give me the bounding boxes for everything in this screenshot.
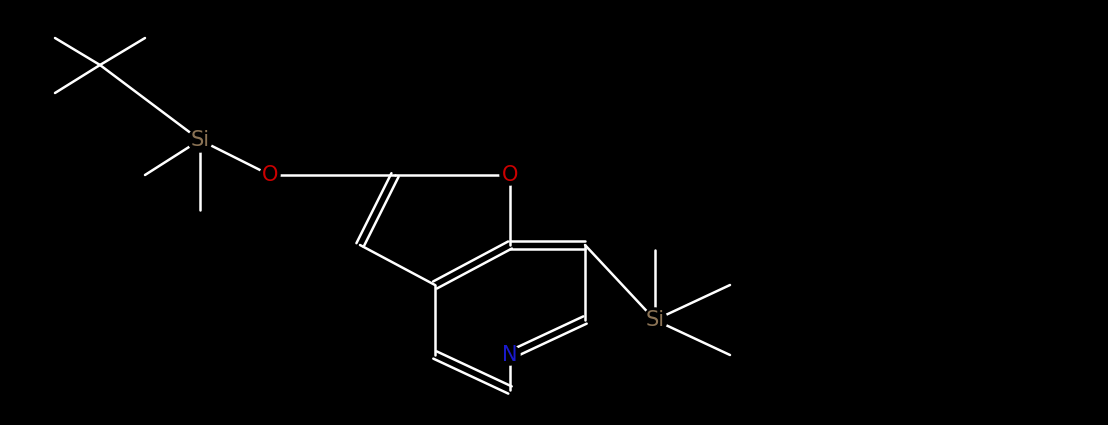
Circle shape	[188, 128, 212, 152]
Text: Si: Si	[646, 310, 665, 330]
Circle shape	[643, 308, 667, 332]
Text: Si: Si	[191, 130, 209, 150]
Text: O: O	[502, 165, 519, 185]
Text: N: N	[502, 345, 517, 365]
Text: O: O	[261, 165, 278, 185]
Circle shape	[500, 165, 520, 185]
Circle shape	[500, 345, 520, 365]
Circle shape	[260, 165, 280, 185]
